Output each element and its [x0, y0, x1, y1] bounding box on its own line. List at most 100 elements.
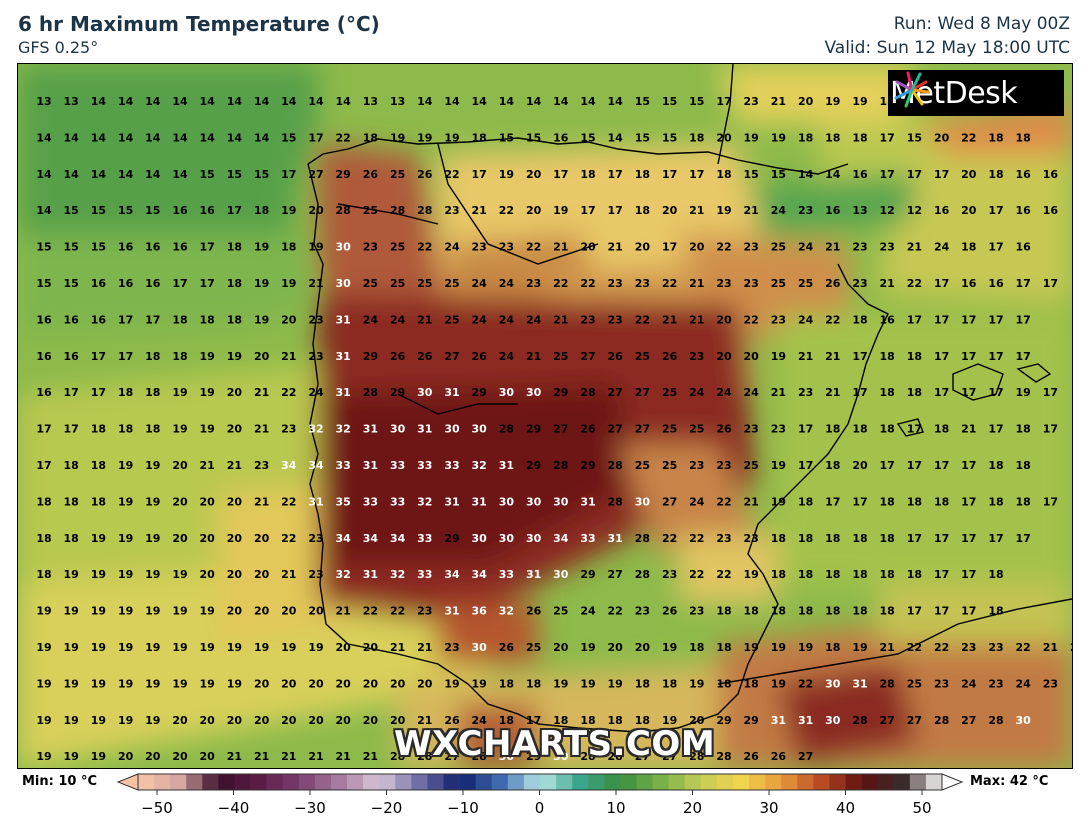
grid-value: 26 — [716, 423, 732, 436]
grid-value: 27 — [608, 568, 623, 581]
grid-value: 15 — [744, 168, 759, 181]
grid-value: 17 — [825, 495, 840, 508]
grid-value: 24 — [472, 313, 488, 326]
grid-value: 15 — [662, 131, 677, 144]
grid-value: 20 — [227, 532, 243, 545]
grid-value: 19 — [444, 131, 459, 144]
grid-value: 19 — [145, 568, 160, 581]
grid-value: 17 — [907, 532, 922, 545]
grid-value: 18 — [91, 423, 106, 436]
grid-value: 21 — [880, 277, 895, 290]
grid-value: 29 — [744, 714, 759, 727]
grid-value: 31 — [336, 313, 351, 326]
grid-value: 34 — [444, 568, 460, 581]
grid-value: 17 — [934, 386, 949, 399]
grid-value: 17 — [880, 131, 895, 144]
grid-value: 30 — [526, 495, 542, 508]
grid-value: 19 — [172, 568, 187, 581]
grid-value: 14 — [227, 131, 243, 144]
grid-value: 14 — [254, 95, 270, 108]
grid-value: 17 — [1016, 532, 1031, 545]
grid-value: 21 — [1070, 641, 1072, 654]
grid-value: 20 — [744, 350, 760, 363]
grid-value: 14 — [64, 131, 80, 144]
grid-value: 18 — [716, 677, 731, 690]
map-fill: 13 13 14 14 14 14 14 14 14 14 14 14 13 13 14 14 14 14 14 14… — [18, 64, 1072, 768]
grid-value: 16 — [988, 277, 1004, 290]
colorbar-swatch — [395, 774, 412, 790]
colorbar: −50 −40 −30 −20 −10 0 10 20 30 40 50 — [116, 773, 964, 817]
grid-value: 17 — [852, 495, 867, 508]
grid-value: 31 — [444, 495, 459, 508]
grid-value: 24 — [472, 714, 488, 727]
grid-value: 17 — [961, 605, 976, 618]
grid-value: 18 — [961, 241, 976, 254]
grid-value: 25 — [444, 277, 459, 290]
grid-value: 19 — [200, 350, 215, 363]
grid-value: 18 — [200, 313, 215, 326]
grid-value: 25 — [417, 277, 432, 290]
grid-value: 27 — [662, 495, 677, 508]
grid-value: 17 — [961, 386, 976, 399]
grid-value: 18 — [553, 714, 568, 727]
grid-value: 17 — [1016, 313, 1031, 326]
grid-value: 16 — [852, 168, 868, 181]
grid-value: 19 — [64, 750, 79, 763]
grid-value: 18 — [172, 313, 187, 326]
grid-value: 14 — [64, 168, 80, 181]
grid-value: 30 — [825, 677, 841, 690]
grid-value: 21 — [336, 750, 351, 763]
colorbar-swatch — [877, 774, 895, 790]
grid-value: 22 — [662, 277, 677, 290]
grid-value: 15 — [907, 131, 922, 144]
colorbar-tick-label: −20 — [371, 799, 403, 817]
grid-value: 20 — [336, 714, 352, 727]
grid-value: 16 — [64, 350, 80, 363]
grid-value: 14 — [118, 95, 134, 108]
grid-value: 23 — [363, 241, 378, 254]
grid-value: 21 — [880, 641, 895, 654]
grid-value: 13 — [852, 204, 867, 217]
grid-value: 22 — [635, 313, 650, 326]
grid-value: 18 — [1016, 423, 1031, 436]
colorbar-swatch — [170, 774, 187, 790]
grid-value: 18 — [689, 641, 704, 654]
grid-value: 17 — [200, 277, 215, 290]
grid-value: 18 — [825, 423, 840, 436]
grid-value: 30 — [635, 495, 651, 508]
grid-value: 27 — [907, 714, 922, 727]
grid-value: 29 — [580, 459, 595, 472]
grid-value: 19 — [118, 605, 133, 618]
metdesk-logo: MetDesk — [888, 70, 1064, 116]
grid-value: 20 — [716, 350, 732, 363]
grid-value: 24 — [472, 277, 488, 290]
grid-value: 23 — [852, 241, 867, 254]
grid-value: 22 — [553, 277, 568, 290]
grid-value: 24 — [526, 313, 542, 326]
grid-value: 19 — [1016, 386, 1031, 399]
grid-value: 17 — [988, 350, 1003, 363]
grid-value: 18 — [499, 677, 514, 690]
grid-value: 21 — [308, 277, 323, 290]
colorbar-swatch — [684, 774, 702, 790]
grid-value: 15 — [36, 277, 51, 290]
grid-value: 21 — [254, 750, 269, 763]
grid-value: 14 — [798, 168, 814, 181]
grid-value: 14 — [172, 131, 188, 144]
grid-value: 18 — [118, 423, 133, 436]
grid-value: 19 — [852, 95, 867, 108]
colorbar-tick-label: 40 — [836, 799, 855, 817]
grid-value: 17 — [580, 204, 595, 217]
grid-value: 34 — [308, 459, 324, 472]
grid-value: 20 — [254, 605, 270, 618]
grid-value: 14 — [145, 131, 161, 144]
grid-value: 14 — [472, 95, 488, 108]
grid-value: 19 — [852, 641, 867, 654]
grid-value: 23 — [526, 277, 541, 290]
grid-value: 19 — [91, 532, 106, 545]
grid-value: 30 — [553, 568, 569, 581]
grid-value: 20 — [172, 532, 188, 545]
grid-value: 17 — [934, 168, 949, 181]
grid-value: 31 — [526, 568, 541, 581]
grid-value: 33 — [417, 532, 432, 545]
